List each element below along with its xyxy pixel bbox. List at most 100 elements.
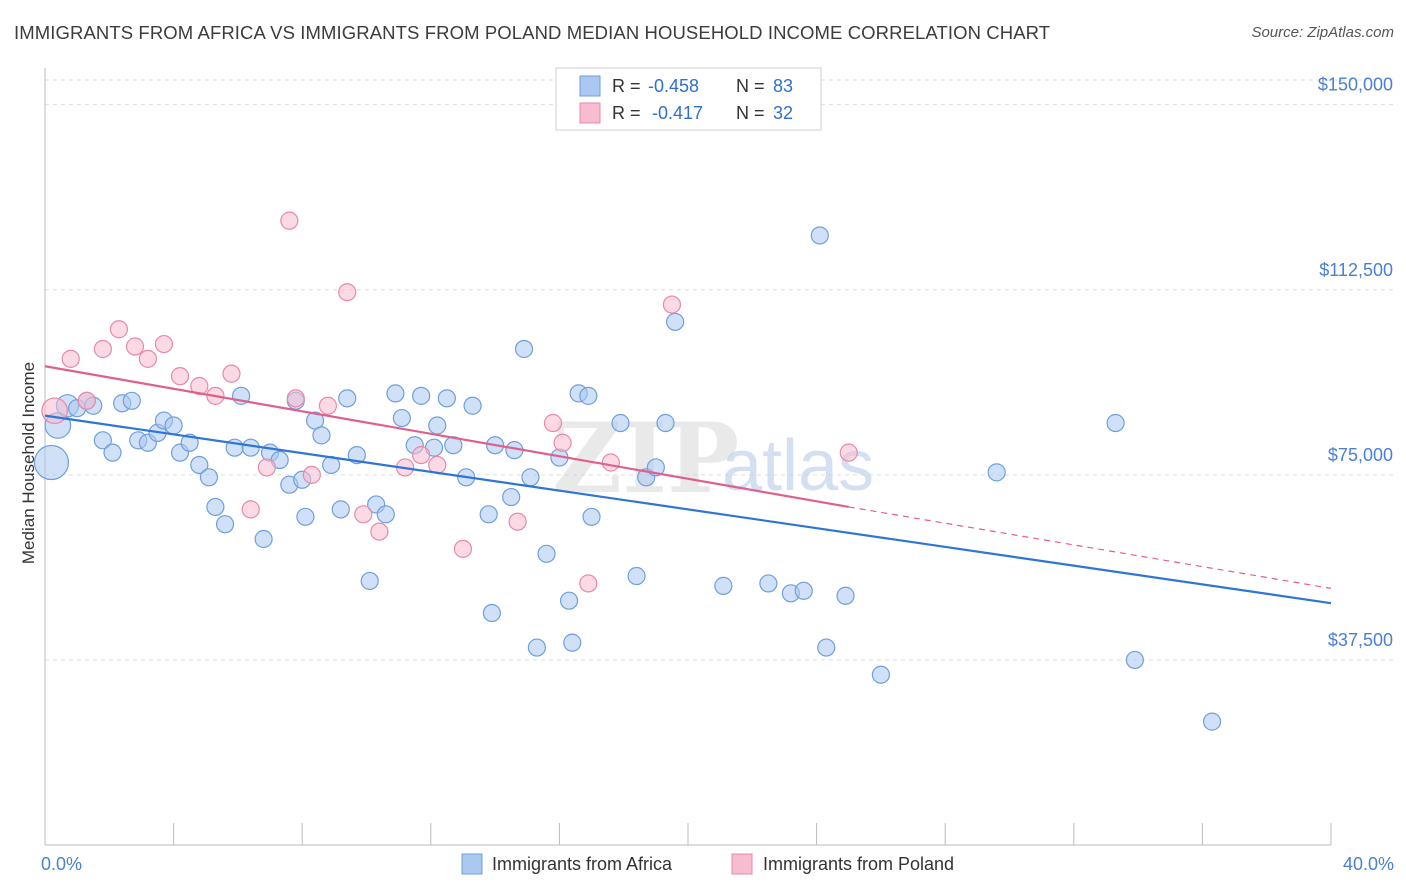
point-africa [521, 468, 540, 487]
point-africa [312, 426, 331, 445]
top-legend: R = -0.458 N = 83 R = -0.417 N = 32 [555, 67, 822, 131]
legend-africa-n-label: N = [736, 76, 765, 96]
point-africa [479, 505, 498, 524]
point-africa [164, 416, 183, 435]
point-poland [257, 458, 276, 477]
point-poland [286, 389, 305, 408]
point-poland [93, 339, 112, 359]
point-africa [656, 413, 675, 433]
bottom-legend: Immigrants from Africa Immigrants from P… [461, 853, 954, 875]
legend-africa-n-value: 83 [773, 76, 793, 96]
point-africa [360, 571, 379, 591]
bottom-legend-swatch-poland [731, 853, 753, 875]
chart-title: IMMIGRANTS FROM AFRICA VS IMMIGRANTS FRO… [14, 22, 1051, 43]
point-africa [563, 633, 582, 652]
trend-line-africa [44, 414, 1332, 605]
point-poland [241, 500, 260, 519]
point-africa [122, 391, 141, 410]
point-poland [138, 349, 157, 368]
legend-poland-n-value: 32 [773, 103, 793, 123]
point-africa [331, 500, 350, 519]
trend-layer [44, 365, 1332, 605]
point-poland [280, 211, 299, 230]
point-poland [354, 505, 373, 524]
trend-line-dashed-poland [848, 506, 1332, 589]
point-africa [190, 455, 209, 475]
point-africa [392, 408, 411, 428]
point-africa [579, 386, 598, 405]
point-poland [453, 539, 473, 558]
legend-poland-n-label: N = [736, 103, 765, 123]
point-africa [527, 638, 546, 657]
y-tick-label: $75,000 [1328, 445, 1393, 465]
y-tick-label: $37,500 [1328, 630, 1393, 650]
point-poland [222, 364, 241, 383]
point-africa [514, 339, 534, 359]
point-poland [338, 283, 357, 302]
point-africa [241, 438, 260, 457]
point-africa [296, 507, 315, 526]
point-poland [154, 334, 174, 354]
point-poland [553, 433, 572, 452]
point-africa [254, 529, 273, 549]
point-poland [318, 396, 338, 415]
point-africa [871, 665, 891, 684]
point-africa [836, 586, 855, 605]
bottom-legend-poland: Immigrants from Poland [763, 854, 954, 874]
legend-swatch-poland [579, 102, 601, 124]
legend-poland-r-value: -0.417 [652, 103, 703, 123]
bottom-legend-swatch-africa [461, 853, 483, 875]
point-poland [77, 391, 96, 410]
point-africa [810, 226, 829, 245]
point-poland [61, 349, 80, 368]
point-africa [537, 544, 556, 563]
point-africa [463, 396, 482, 415]
point-africa [437, 389, 456, 408]
point-africa [347, 445, 366, 465]
point-poland [601, 453, 620, 472]
point-poland [125, 337, 145, 356]
point-poland [412, 445, 431, 465]
point-africa [817, 638, 836, 657]
legend-swatch-africa [579, 75, 601, 97]
y-axis-label: Median Household Income [19, 362, 38, 564]
legend-africa-r-value: -0.458 [648, 76, 699, 96]
point-poland [839, 443, 858, 462]
point-africa [714, 576, 733, 595]
point-poland [190, 376, 209, 396]
point-poland [543, 413, 563, 433]
y-tick-label: $150,000 [1318, 75, 1393, 95]
watermark-zip: ZIP [552, 402, 739, 515]
point-africa [1106, 413, 1125, 433]
point-africa [428, 416, 447, 435]
legend-africa-r-label: R = [612, 76, 641, 96]
trend-line-poland [44, 365, 849, 509]
grid-layer [45, 79, 1396, 661]
point-africa [1125, 650, 1144, 670]
point-poland [41, 397, 68, 425]
point-africa [611, 413, 630, 433]
x-tick-label: 0.0% [41, 854, 82, 874]
point-africa [666, 312, 685, 331]
point-poland [302, 465, 321, 484]
point-poland [579, 574, 598, 593]
point-africa [759, 574, 778, 593]
point-africa [1202, 712, 1222, 731]
point-africa [33, 444, 70, 481]
point-africa [627, 566, 646, 586]
point-africa [582, 507, 601, 526]
watermark: ZIP atlas [552, 402, 874, 515]
point-africa [206, 497, 225, 517]
point-africa [482, 603, 501, 623]
point-africa [103, 443, 122, 462]
point-africa [199, 468, 219, 487]
watermark-atlas: atlas [722, 426, 874, 506]
point-africa [180, 433, 199, 452]
point-africa [794, 581, 813, 600]
point-africa [93, 431, 112, 450]
point-africa [502, 487, 521, 507]
point-africa [559, 591, 579, 610]
point-poland [662, 295, 682, 314]
point-poland [109, 320, 129, 339]
